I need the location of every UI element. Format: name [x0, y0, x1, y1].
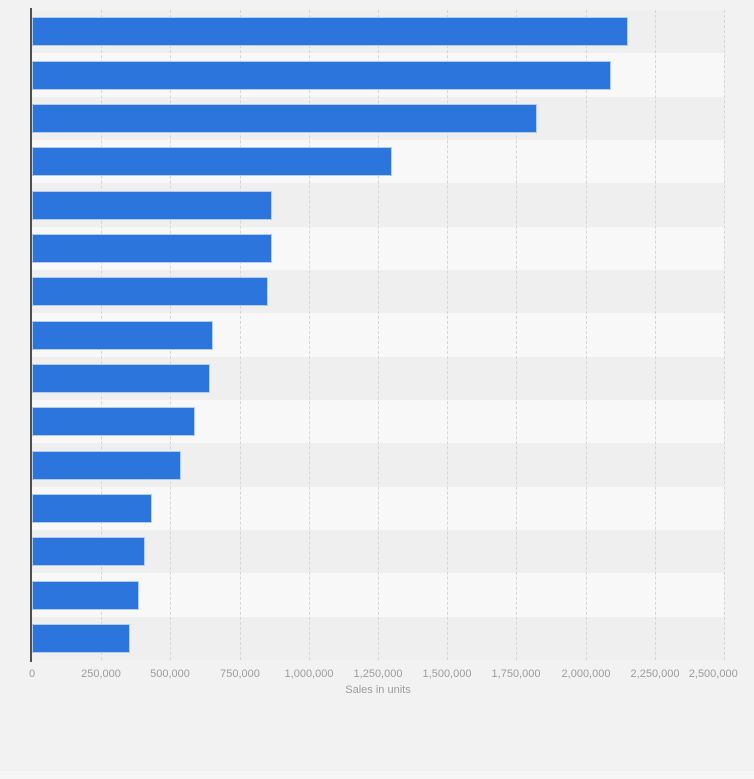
gridline	[586, 10, 587, 660]
x-tick-label: 2,000,000	[561, 668, 611, 680]
x-axis-title: Sales in units	[345, 684, 411, 696]
x-tick-label: 0	[28, 668, 36, 680]
gridline	[378, 10, 379, 660]
footer-strip	[0, 771, 754, 779]
bar[interactable]	[32, 320, 213, 350]
bar[interactable]	[32, 407, 195, 437]
bar[interactable]	[32, 17, 628, 47]
row-band	[31, 530, 724, 574]
x-tick-label: 1,000,000	[284, 668, 334, 680]
x-tick-label: 2,500,000	[688, 668, 738, 680]
x-tick-label: 1,750,000	[491, 668, 541, 680]
bar[interactable]	[32, 493, 152, 523]
bar[interactable]	[32, 60, 611, 90]
x-tick-label: 250,000	[81, 668, 121, 680]
bar[interactable]	[32, 147, 392, 177]
bar[interactable]	[32, 363, 210, 393]
y-axis-line	[30, 8, 32, 662]
gridline	[724, 10, 725, 660]
row-band	[31, 573, 724, 617]
bar[interactable]	[32, 450, 181, 480]
x-tick-label: 1,500,000	[422, 668, 472, 680]
bar[interactable]	[32, 537, 145, 567]
gridline	[309, 10, 310, 660]
gridline	[655, 10, 656, 660]
bar[interactable]	[32, 623, 130, 653]
bar[interactable]	[32, 277, 268, 307]
bar[interactable]	[32, 190, 272, 220]
x-tick-label: 500,000	[150, 668, 190, 680]
x-tick-label: 750,000	[220, 668, 260, 680]
gridline	[447, 10, 448, 660]
gridline	[516, 10, 517, 660]
bar[interactable]	[32, 103, 537, 133]
x-tick-label: 1,250,000	[353, 668, 403, 680]
row-band	[31, 616, 724, 660]
gridline	[240, 10, 241, 660]
x-tick-label: 2,250,000	[630, 668, 680, 680]
bar[interactable]	[32, 580, 139, 610]
bar[interactable]	[32, 233, 272, 263]
